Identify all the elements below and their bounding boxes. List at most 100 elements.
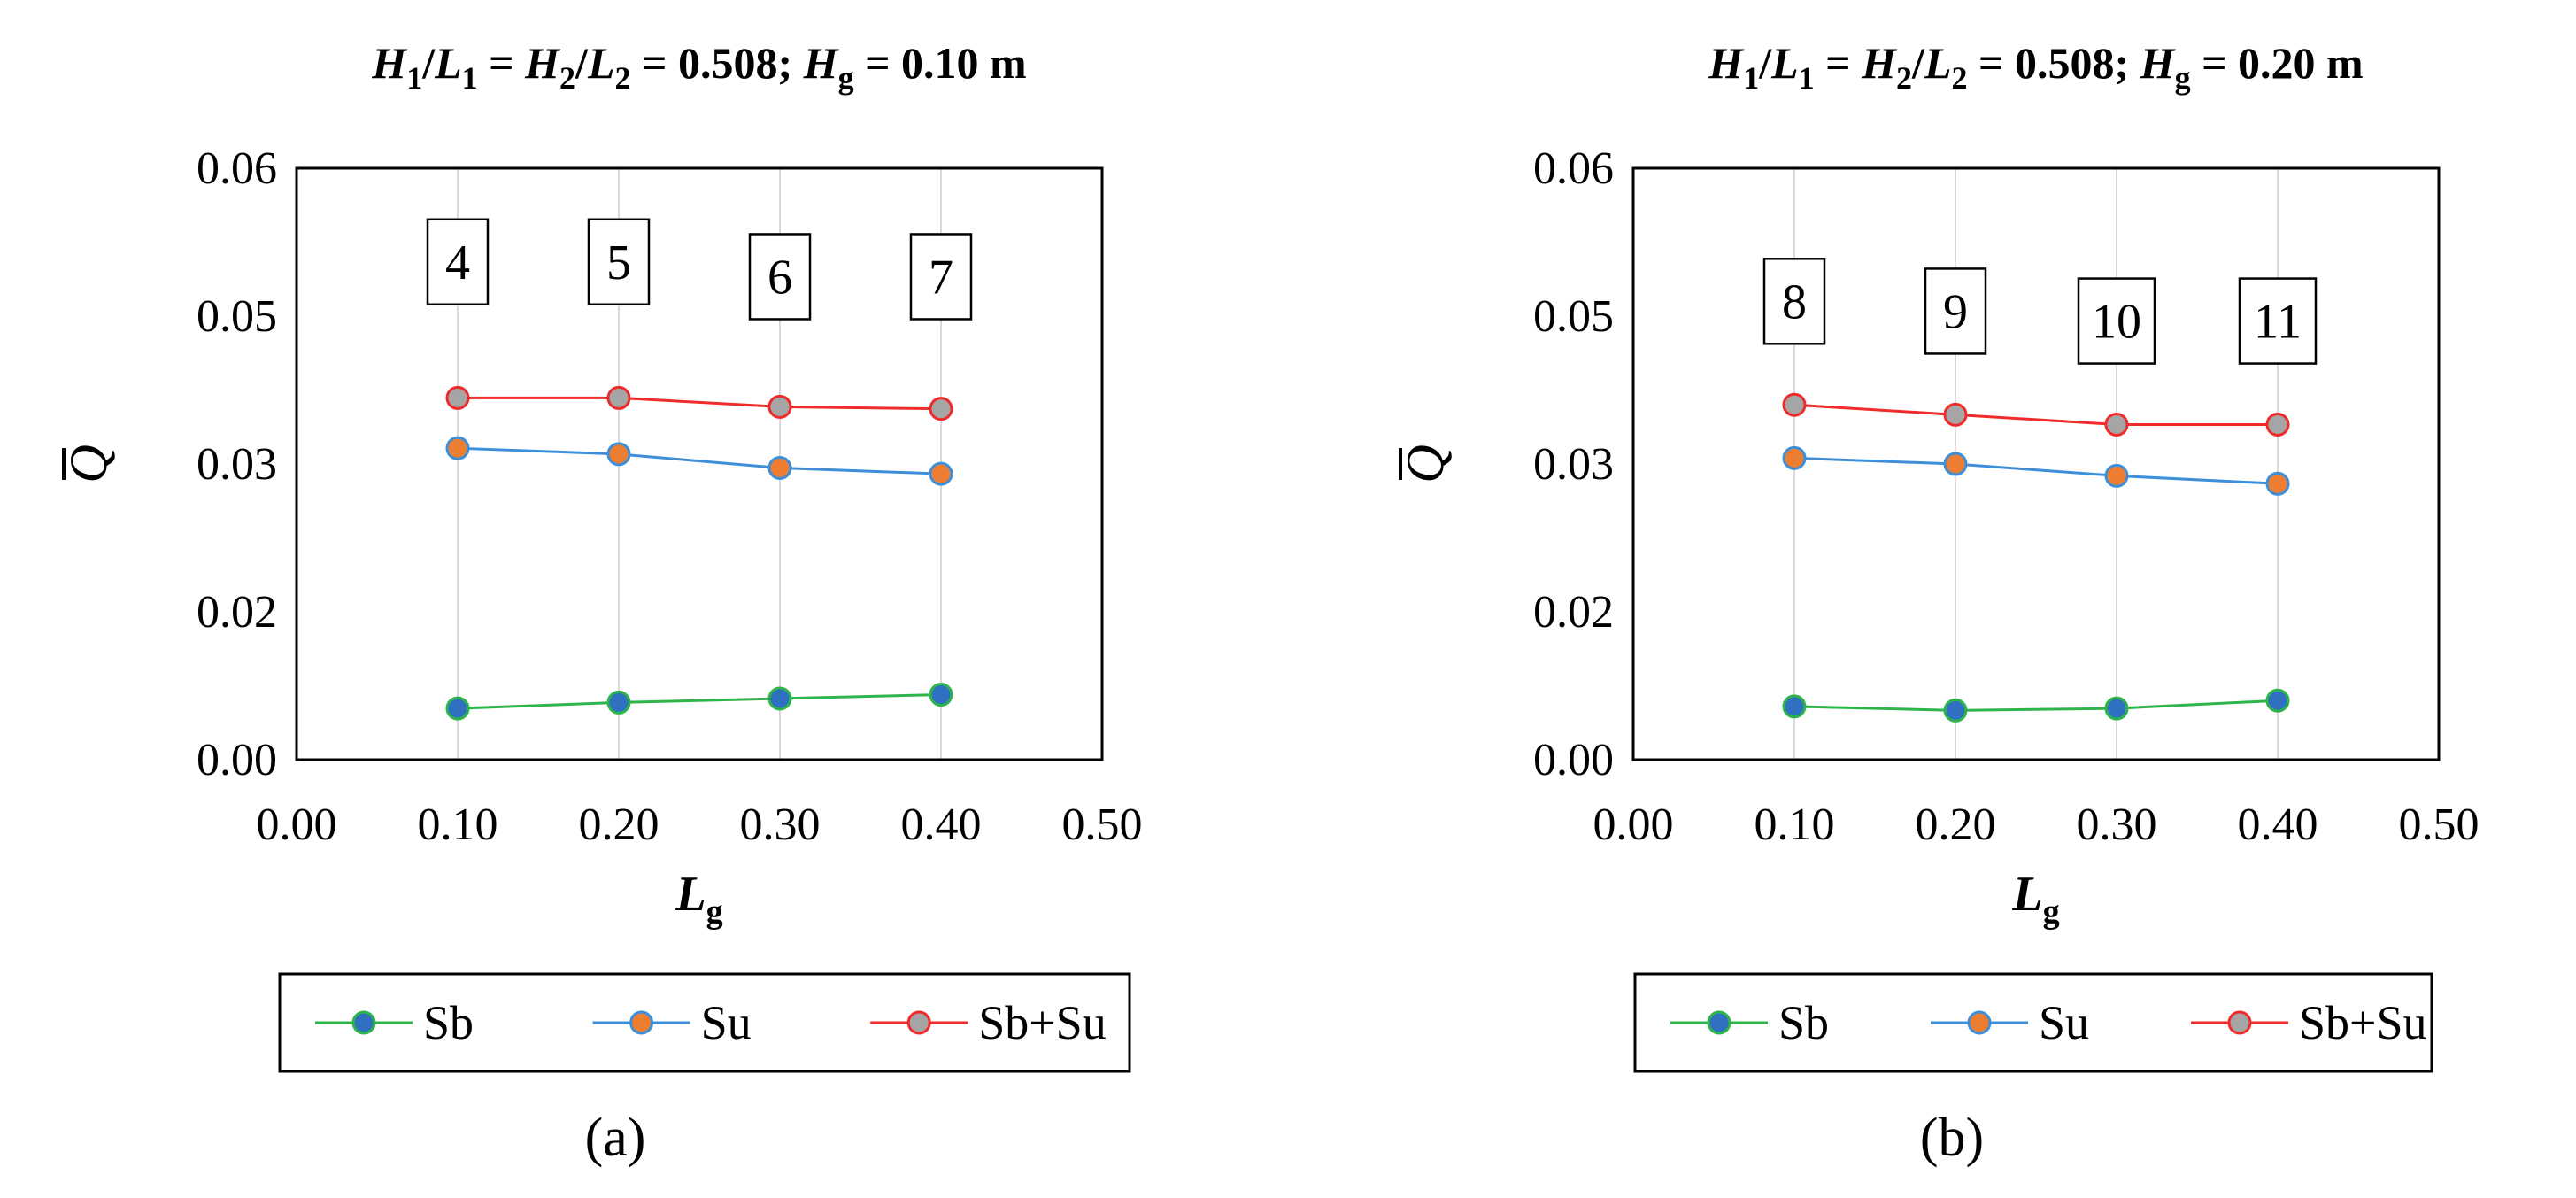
legend-label: Sb+Su (2299, 996, 2427, 1049)
data-point (606, 385, 631, 410)
data-point (2104, 463, 2129, 488)
annotation-box (1762, 258, 1826, 345)
panel-label: (b) (1920, 1108, 1984, 1168)
text-span: L (1770, 38, 1799, 88)
text-span: g (2175, 60, 2191, 96)
annotation-box (909, 233, 973, 321)
text-span: = 0.508; (1968, 38, 2140, 88)
annotation-box (1924, 267, 1987, 355)
data-point (2265, 688, 2290, 713)
legend-label: Sb (423, 996, 474, 1049)
annotation-label: 9 (1943, 284, 1968, 339)
text-span: = 0.10 m (854, 38, 1027, 88)
text-span: H (1861, 38, 1898, 88)
series-line-su (1793, 456, 2279, 485)
data-point (2104, 696, 2129, 721)
y-tick-label: 0.02 (1533, 587, 1614, 638)
y-tick-label: 0.05 (197, 291, 277, 342)
plot-area-frame (1631, 166, 2441, 761)
data-point (2265, 471, 2290, 496)
x-tick-label: 0.40 (2238, 800, 2318, 850)
x-axis-label: Lg (675, 867, 722, 931)
text-span: = (1815, 38, 1863, 88)
data-point (2265, 412, 2290, 437)
series-line-sb (1793, 699, 2279, 712)
legend-marker (2227, 1010, 2252, 1035)
data-point (929, 683, 953, 707)
annotation-box (2238, 277, 2318, 365)
data-point (1943, 698, 1968, 723)
annotation-box (2077, 277, 2156, 365)
text-span: = (478, 38, 526, 88)
data-point (445, 436, 470, 460)
annotation-label: 4 (445, 236, 470, 290)
text-span: g (2043, 893, 2060, 931)
series-line-sb-plus-su (458, 396, 942, 411)
text-span: g (838, 60, 854, 96)
text-span: / (575, 38, 589, 88)
text-span: L (587, 38, 615, 88)
data-point (1782, 445, 1807, 470)
text-span: 2 (559, 60, 575, 96)
x-tick-label: 0.30 (740, 800, 821, 850)
data-point (606, 690, 631, 715)
text-span: H (371, 38, 408, 88)
legend-label: Su (2039, 996, 2089, 1049)
data-point (1782, 694, 1807, 719)
annotation-box (748, 233, 812, 321)
legend-marker (906, 1010, 931, 1035)
data-point (1943, 452, 1968, 476)
y-tick-label: 0.03 (197, 439, 277, 490)
text-span: g (706, 893, 723, 931)
x-tick-label: 0.20 (1916, 800, 1996, 850)
x-tick-label: 0.10 (1755, 800, 1835, 850)
text-span: 1 (406, 60, 422, 96)
x-tick-label: 0.00 (257, 800, 337, 850)
text-span: H (2140, 38, 2177, 88)
text-span: 2 (615, 60, 631, 96)
text-span: L (675, 867, 706, 922)
data-point (445, 696, 470, 721)
x-tick-label: 0.50 (2399, 800, 2480, 850)
data-point (1943, 402, 1968, 427)
x-axis-label: Lg (2011, 867, 2059, 931)
data-point (767, 455, 792, 480)
data-point (767, 686, 792, 711)
annotation-label: 5 (606, 236, 631, 290)
y-tick-label: 0.05 (1533, 291, 1614, 342)
panel-label: (a) (585, 1108, 646, 1168)
legend-label: Sb+Su (978, 996, 1107, 1049)
legend-label: Su (701, 996, 752, 1049)
text-span: L (2011, 867, 2042, 922)
x-tick-label: 0.00 (1593, 800, 1674, 850)
text-span: 2 (1896, 60, 1912, 96)
data-point (445, 385, 470, 410)
text-span: H (1708, 38, 1745, 88)
text-span: L (1924, 38, 1952, 88)
text-span: 1 (1799, 60, 1815, 96)
y-tick-label: 0.06 (1533, 143, 1614, 194)
data-point (2104, 412, 2129, 437)
annotation-label: 8 (1782, 274, 1807, 329)
x-tick-label: 0.20 (579, 800, 659, 850)
y-tick-label: 0.00 (1533, 735, 1614, 785)
data-point (606, 442, 631, 467)
annotation-box (426, 218, 490, 306)
legend-box (278, 972, 1131, 1073)
chart-title: H1/L1 = H2/L2 = 0.508; Hg = 0.10 m (371, 38, 1026, 96)
text-span: 1 (1743, 60, 1759, 96)
y-axis-label: Q (1396, 444, 1454, 483)
y-tick-label: 0.03 (1533, 439, 1614, 490)
y-axis-label: Q (59, 444, 118, 483)
text-span: / (1911, 38, 1925, 88)
legend-label: Sb (1778, 996, 1829, 1049)
text-span: = 0.508; (631, 38, 804, 88)
annotation-label: 11 (2254, 295, 2302, 350)
legend-marker (1707, 1010, 1731, 1035)
text-span: H (524, 38, 561, 88)
x-tick-label: 0.30 (2077, 800, 2157, 850)
text-span: / (1758, 38, 1772, 88)
chart-panel-b: H1/L1 = H2/L2 = 0.508; Hg = 0.20 m0.000.… (1396, 38, 2480, 1168)
legend-marker (1967, 1010, 1992, 1035)
